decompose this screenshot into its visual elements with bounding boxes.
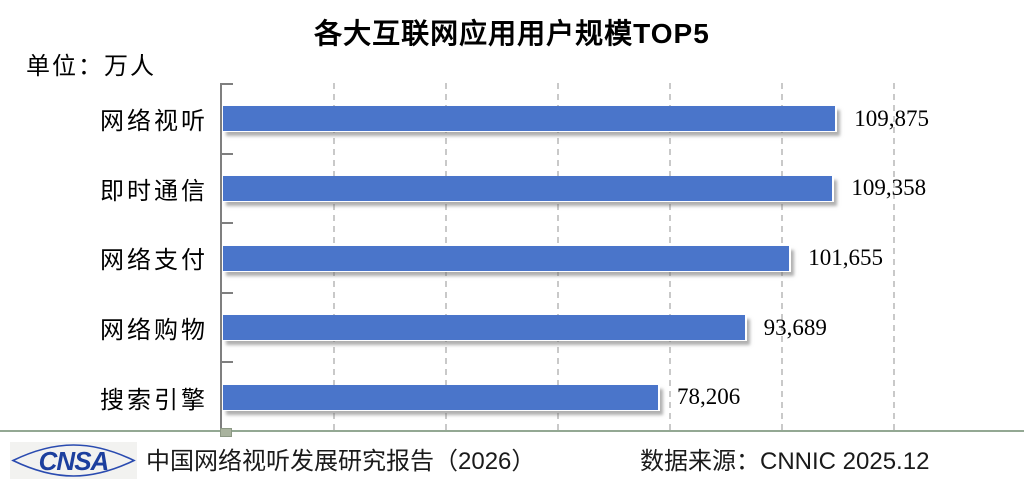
bar-value-label: 109,875 [854, 105, 930, 131]
category-label: 网络支付 [100, 248, 208, 275]
logo-background [10, 442, 137, 479]
bar [223, 106, 838, 133]
cnsa-logo: CNSA [10, 442, 137, 479]
bar [223, 384, 660, 411]
category-label: 网络视听 [100, 109, 208, 136]
chart-title: 各大互联网应用用户规模TOP5 [314, 18, 710, 49]
category-label: 即时通信 [100, 178, 208, 205]
axis-tick [220, 222, 233, 225]
category-label: 搜索引擎 [100, 387, 208, 414]
footer-divider [0, 430, 1024, 432]
plot-area: 网络视听 109,875 即时通信 109,358 网络支付 101,655 网络购物 93,… [100, 83, 929, 432]
bar [223, 175, 835, 202]
axis-tick [220, 361, 233, 364]
bar-value-label: 101,655 [808, 244, 884, 270]
axis-tick [220, 83, 233, 85]
category-label: 网络购物 [100, 318, 208, 345]
logo-text: CNSA [39, 446, 109, 476]
bar [223, 315, 747, 342]
axis-handle [220, 428, 232, 437]
gridline [893, 83, 895, 432]
bar-value-label: 78,206 [676, 384, 741, 410]
data-source: 数据来源：CNNIC 2025.12 [640, 448, 930, 475]
axis-tick [220, 152, 233, 155]
unit-label: 单位：万人 [26, 54, 156, 80]
bar [223, 245, 792, 272]
report-title: 中国网络视听发展研究报告（2026） [146, 448, 536, 475]
logo-lens-shape [11, 444, 136, 477]
y-axis-line [220, 83, 222, 432]
bar-value-label: 109,358 [851, 175, 927, 201]
axis-tick [220, 291, 233, 294]
bar-value-label: 93,689 [763, 314, 827, 340]
